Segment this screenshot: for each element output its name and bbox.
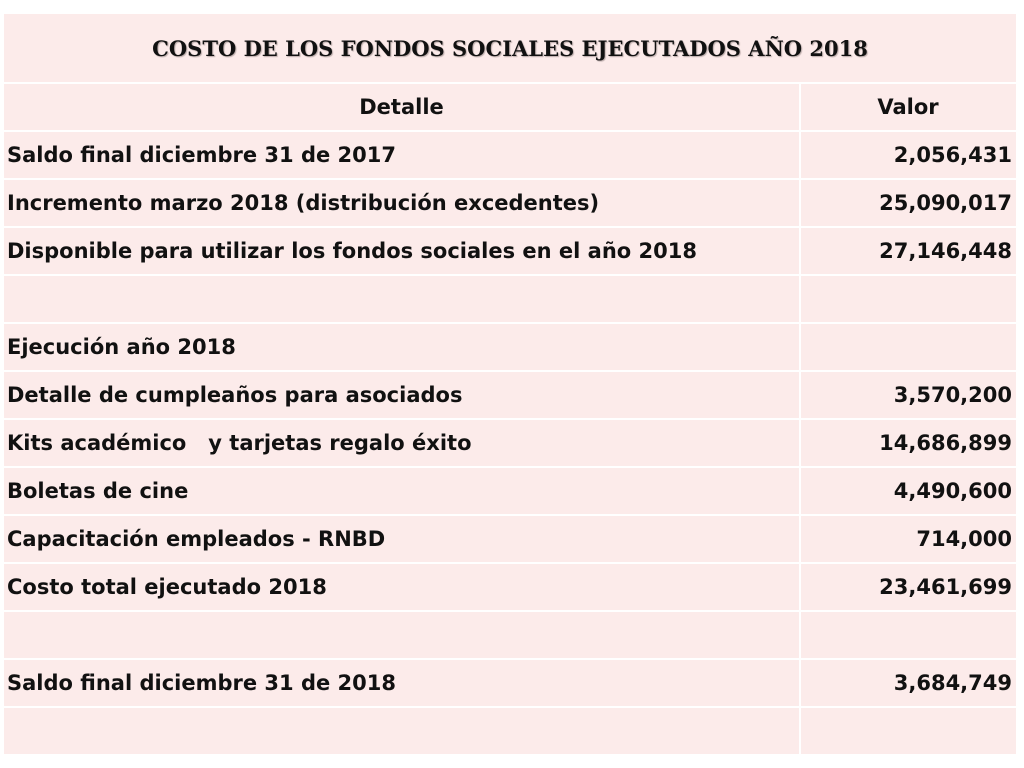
row-value: 23,461,699 bbox=[799, 563, 1016, 612]
header-detail: Detalle bbox=[4, 83, 800, 132]
header-value: Valor bbox=[799, 83, 1016, 132]
row-detail: Saldo final diciembre 31 de 2018 bbox=[4, 659, 800, 708]
row-detail bbox=[4, 707, 800, 756]
row-value: 27,146,448 bbox=[799, 227, 1016, 276]
row-value bbox=[799, 611, 1016, 660]
row-detail: Kits académico y tarjetas regalo éxito bbox=[4, 419, 800, 468]
table-row: Incremento marzo 2018 (distribución exce… bbox=[4, 179, 1016, 228]
row-detail: Capacitación empleados - RNBD bbox=[4, 515, 800, 564]
row-value: 4,490,600 bbox=[799, 467, 1016, 516]
row-value bbox=[799, 275, 1016, 324]
row-detail: Saldo final diciembre 31 de 2017 bbox=[4, 131, 800, 180]
table-row: Costo total ejecutado 2018 23,461,699 bbox=[4, 563, 1016, 612]
row-value: 2,056,431 bbox=[799, 131, 1016, 180]
row-detail: Incremento marzo 2018 (distribución exce… bbox=[4, 179, 800, 228]
table-header-row: Detalle Valor bbox=[4, 83, 1016, 132]
row-detail: Costo total ejecutado 2018 bbox=[4, 563, 800, 612]
row-detail: Detalle de cumpleaños para asociados bbox=[4, 371, 800, 420]
row-value bbox=[799, 323, 1016, 372]
table-row bbox=[4, 275, 1016, 324]
table-row: Detalle de cumpleaños para asociados 3,5… bbox=[4, 371, 1016, 420]
row-value: 3,684,749 bbox=[799, 659, 1016, 708]
table-row: Ejecución año 2018 bbox=[4, 323, 1016, 372]
row-value: 25,090,017 bbox=[799, 179, 1016, 228]
row-detail: Disponible para utilizar los fondos soci… bbox=[4, 227, 800, 276]
table-title: COSTO DE LOS FONDOS SOCIALES EJECUTADOS … bbox=[4, 14, 1016, 84]
funds-cost-table: COSTO DE LOS FONDOS SOCIALES EJECUTADOS … bbox=[4, 14, 1016, 756]
table-row: Saldo final diciembre 31 de 2018 3,684,7… bbox=[4, 659, 1016, 708]
table-row bbox=[4, 611, 1016, 660]
table-title-row: COSTO DE LOS FONDOS SOCIALES EJECUTADOS … bbox=[4, 14, 1016, 84]
funds-cost-table-container: COSTO DE LOS FONDOS SOCIALES EJECUTADOS … bbox=[4, 14, 1016, 756]
row-value: 714,000 bbox=[799, 515, 1016, 564]
row-detail: Boletas de cine bbox=[4, 467, 800, 516]
table-row: Kits académico y tarjetas regalo éxito 1… bbox=[4, 419, 1016, 468]
table-row: Saldo final diciembre 31 de 2017 2,056,4… bbox=[4, 131, 1016, 180]
row-value: 3,570,200 bbox=[799, 371, 1016, 420]
table-row: Capacitación empleados - RNBD 714,000 bbox=[4, 515, 1016, 564]
row-value: 14,686,899 bbox=[799, 419, 1016, 468]
row-value bbox=[799, 707, 1016, 756]
row-detail bbox=[4, 611, 800, 660]
table-row: Disponible para utilizar los fondos soci… bbox=[4, 227, 1016, 276]
row-detail bbox=[4, 275, 800, 324]
table-row bbox=[4, 707, 1016, 756]
row-detail: Ejecución año 2018 bbox=[4, 323, 800, 372]
table-row: Boletas de cine 4,490,600 bbox=[4, 467, 1016, 516]
